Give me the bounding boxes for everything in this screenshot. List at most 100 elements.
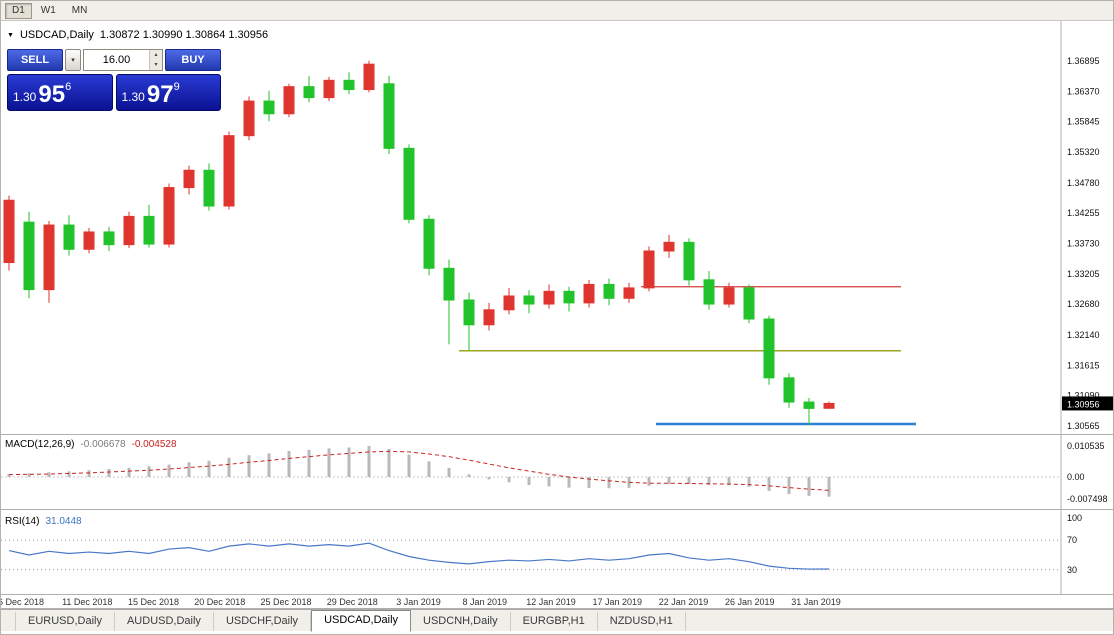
volume-input[interactable]	[84, 50, 149, 70]
candle-body	[183, 169, 195, 189]
buy-price-display[interactable]: 1.30 97 9	[115, 74, 221, 111]
candle-body	[683, 241, 695, 281]
tab-audusd-daily[interactable]: AUDUSD,Daily	[115, 612, 214, 631]
candle-body	[103, 231, 115, 246]
candle-body	[563, 290, 575, 304]
candle-body	[543, 290, 555, 305]
spinner-up-icon[interactable]: ▴	[150, 50, 162, 60]
timeframe-button-d1[interactable]: D1	[5, 2, 32, 19]
price-tick-label: 1.31615	[1067, 360, 1100, 370]
price-tick-label: 1.36895	[1067, 56, 1100, 66]
tab-nzdusd-h1[interactable]: NZDUSD,H1	[598, 612, 686, 631]
candle-body	[343, 79, 355, 91]
buy-price-whole: 1.30	[121, 90, 145, 104]
time-axis-label: 8 Jan 2019	[462, 597, 508, 607]
macd-tick-label: 0.010535	[1067, 441, 1105, 451]
candle-body	[43, 224, 55, 291]
chart-area[interactable]: ▼ USDCAD,Daily 1.30872 1.30990 1.30864 1…	[1, 21, 1113, 609]
order-options-dropdown[interactable]: ▾	[65, 49, 81, 71]
candle-body	[723, 287, 735, 305]
price-tick-label: 1.32680	[1067, 299, 1100, 309]
price-tick-label: 1.34255	[1067, 208, 1100, 218]
candle-body	[703, 279, 715, 305]
macd-main-value: -0.006678	[80, 439, 126, 450]
timeframe-button-w1[interactable]: W1	[40, 4, 56, 16]
timeframe-button-mn[interactable]: MN	[71, 4, 88, 16]
buy-price-point: 9	[173, 81, 180, 93]
time-axis-label: 26 Jan 2019	[724, 597, 775, 607]
chart-symbol-label: USDCAD,Daily	[19, 29, 94, 41]
rsi-tick-label: 100	[1067, 513, 1082, 523]
candle-body	[143, 215, 155, 245]
candle-body	[583, 283, 595, 304]
price-tick-label: 1.32140	[1067, 330, 1100, 340]
price-tick-label: 1.35320	[1067, 147, 1100, 157]
candle-body	[503, 295, 515, 311]
macd-tick-label: -0.007498	[1067, 494, 1108, 504]
time-axis-label: 17 Jan 2019	[592, 597, 643, 607]
sell-price-display[interactable]: 1.30 95 6	[7, 74, 113, 111]
candle-body	[743, 287, 755, 320]
spinner-down-icon[interactable]: ▾	[150, 60, 162, 70]
time-axis-label: 22 Jan 2019	[658, 597, 709, 607]
candle-body	[303, 86, 315, 99]
candle-body	[803, 401, 815, 409]
candle-body	[23, 221, 35, 291]
candle-body	[623, 287, 635, 299]
time-axis-label: 3 Jan 2019	[396, 597, 441, 607]
tab-usdcnh-daily[interactable]: USDCNH,Daily	[411, 612, 511, 631]
buy-button[interactable]: BUY	[165, 49, 221, 71]
current-price-badge	[1062, 396, 1113, 411]
candle-body	[243, 100, 255, 137]
tab-eurusd-daily[interactable]: EURUSD,Daily	[15, 612, 115, 631]
chart-marker-icon: ▼	[7, 31, 14, 39]
candle-body	[403, 147, 415, 220]
tab-usdchf-daily[interactable]: USDCHF,Daily	[214, 612, 312, 631]
candle-body	[523, 295, 535, 305]
time-axis[interactable]: 6 Dec 2018 11 Dec 2018 15 Dec 2018 20 Dec 2…	[1, 595, 1113, 609]
tab-usdcad-daily[interactable]: USDCAD,Daily	[311, 610, 412, 632]
rsi-value: 31.0448	[45, 516, 82, 527]
buy-price-pips: 97	[146, 81, 174, 109]
candle-body	[663, 241, 675, 252]
price-tick-label: 1.33730	[1067, 238, 1100, 248]
chevron-down-icon: ▾	[71, 57, 75, 64]
sell-price-point: 6	[65, 81, 72, 93]
candle-body	[203, 169, 215, 207]
rsi-indicator-pane[interactable]: 100 70 30	[1, 510, 1114, 595]
volume-spinner: ▴ ▾	[149, 50, 162, 70]
timeframe-toolbar: D1 W1 MN	[1, 1, 1113, 21]
time-axis-label: 11 Dec 2018	[62, 597, 113, 607]
candle-body	[783, 377, 795, 403]
candle-body	[443, 267, 455, 301]
one-click-trade-panel: SELL ▾ ▴ ▾ BUY 1.30 95 6	[7, 49, 221, 111]
candle-body	[823, 402, 835, 409]
candle-body	[283, 86, 295, 115]
chart-ohlc-values: 1.30872 1.30990 1.30864 1.30956	[99, 29, 269, 41]
volume-box: ▴ ▾	[83, 49, 163, 71]
current-price-badge-text: 1.30956	[1067, 399, 1100, 409]
time-axis-label: 6 Dec 2018	[0, 597, 45, 607]
candle-body	[463, 299, 475, 326]
candle-body	[163, 187, 175, 245]
rsi-tick-label: 70	[1067, 535, 1077, 545]
rsi-name: RSI(14)	[5, 516, 40, 527]
candle-body	[3, 199, 15, 264]
time-axis-label: 20 Dec 2018	[194, 597, 246, 607]
price-tick-label: 1.36370	[1067, 86, 1100, 96]
candle-body	[223, 135, 235, 207]
price-tick-label: 1.34780	[1067, 178, 1100, 188]
time-axis-label: 12 Jan 2019	[526, 597, 576, 607]
candle-body	[263, 100, 275, 115]
tab-eurgbp-h1[interactable]: EURGBP,H1	[511, 612, 598, 631]
main-price-chart[interactable]: 1.36895 1.36370 1.35845 1.35320 1.34780 1.342…	[1, 21, 1114, 435]
sell-button[interactable]: SELL	[7, 49, 63, 71]
candle-body	[83, 231, 95, 250]
candle-body	[603, 283, 615, 299]
time-axis-label: 15 Dec 2018	[127, 597, 180, 607]
candle-body	[123, 215, 135, 246]
sell-price-pips: 95	[38, 81, 66, 109]
macd-indicator-pane[interactable]: 0.010535 0.00 -0.007498	[1, 435, 1114, 510]
rsi-indicator-label: RSI(14) 31.0448	[5, 516, 82, 527]
